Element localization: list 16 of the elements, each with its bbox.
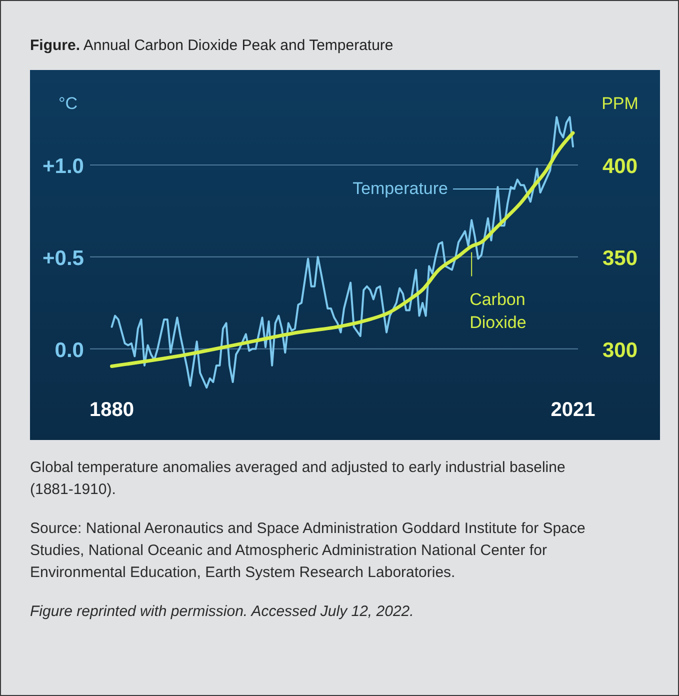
legend-label: Temperature xyxy=(352,179,448,198)
y2-tick-label: 350 xyxy=(602,246,638,270)
text: Figure reprinted with permission. Accessed July 12, 2022. xyxy=(30,603,414,620)
y-axis-title: °C xyxy=(58,94,78,113)
chart-title: Figure. Annual Carbon Dioxide Peak and Temperature xyxy=(30,37,394,54)
x-tick-label: 1880 xyxy=(90,399,134,421)
y2-axis-title: PPM xyxy=(602,94,638,113)
text: Carbon Dioxide xyxy=(470,290,526,332)
y2-tick-label: 400 xyxy=(602,154,638,178)
y-tick-label: +0.5 xyxy=(42,246,84,270)
x-tick-label: 2021 xyxy=(550,399,596,421)
y-tick-label: +1.0 xyxy=(42,154,84,178)
source-note: Source: National Aeronautics and Space Administration Goddard Institute for Space Studies, National Oceanic and Atmospheric Administration National Center for Environmental Education, Earth System Research Laboratories. xyxy=(30,520,586,581)
text: Global temperature anomalies averaged and adjusted to early industrial baseline (1881-1910). xyxy=(30,459,566,498)
y2-tick-label: 300 xyxy=(602,338,638,362)
y-tick-label: 0.0 xyxy=(54,338,84,362)
